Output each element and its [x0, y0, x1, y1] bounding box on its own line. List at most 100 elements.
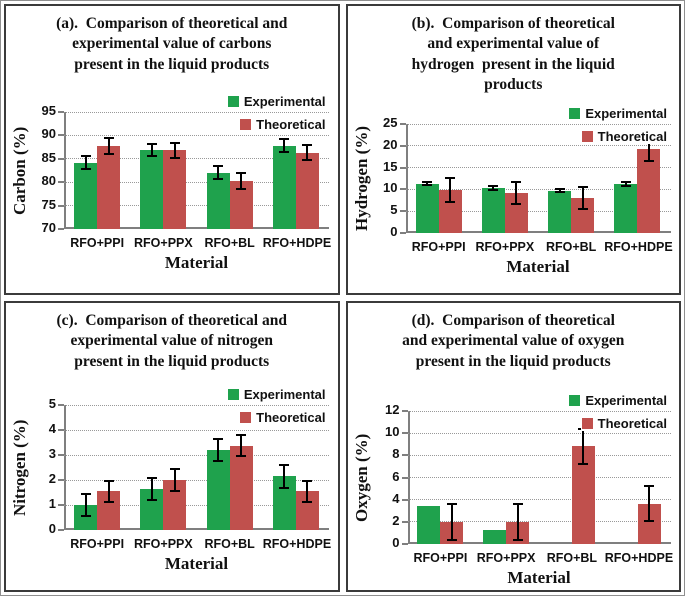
error-bar — [84, 156, 87, 169]
y-tick-label: 2 — [392, 512, 400, 528]
legend-label: Theoretical — [256, 117, 326, 132]
x-axis-label: Material — [507, 568, 571, 587]
error-bar-cap — [169, 156, 180, 159]
bar-theoretical — [163, 150, 187, 229]
bar-theoretical — [637, 149, 661, 233]
chart-title-nitrogen: (c). Comparison of theoretical and exper… — [56, 312, 287, 370]
error-bar-cap — [302, 500, 313, 503]
bar-theoretical — [504, 192, 528, 233]
y-tick-mark — [401, 543, 408, 545]
error-bar — [558, 188, 561, 193]
bar-theoretical — [637, 503, 661, 544]
y-tick-label: 3 — [48, 446, 56, 461]
bar-experimental — [548, 190, 572, 233]
gridline — [64, 111, 329, 113]
error-bar — [150, 144, 153, 157]
category-label: RFO+HDPE — [262, 236, 332, 250]
category-label: RFO+PPI — [411, 240, 466, 254]
error-bar-cap — [512, 502, 523, 505]
gridline — [407, 477, 671, 478]
error-bar-cap — [279, 486, 290, 489]
panel-nitrogen: (c). Comparison of theoretical and exper… — [4, 301, 340, 592]
y-tick-mark — [58, 479, 64, 481]
gridline — [407, 499, 671, 501]
error-bar — [582, 428, 585, 465]
error-bar-cap — [213, 165, 224, 168]
error-bar-cap — [554, 187, 565, 190]
bar-experimental — [140, 150, 164, 229]
y-tick-label: 80 — [41, 173, 56, 189]
plot-area — [64, 112, 329, 229]
error-bar-cap — [279, 138, 290, 141]
error-bar-cap — [236, 455, 247, 457]
theoretical-legend-swatch — [240, 412, 252, 423]
legend-item: Theoretical — [580, 129, 668, 144]
bar-theoretical — [97, 491, 121, 530]
legend-item: Experimental — [568, 106, 668, 121]
y-tick-label: 90 — [41, 126, 56, 142]
legend-label: Experimental — [585, 393, 667, 408]
y-tick-mark — [58, 429, 64, 431]
error-bar — [426, 181, 429, 186]
category-label: RFO+BL — [204, 236, 255, 250]
y-tick-mark — [58, 529, 64, 531]
error-bar-cap — [511, 180, 522, 183]
chart-canvas-hydrogen: Hydrogen (%) 0 5 10 15 20 25 RFO+PPI RFO+PPX RFO+… — [348, 6, 680, 293]
error-bar-cap — [236, 434, 247, 436]
y-tick-label: 10 — [385, 424, 400, 440]
category-label: RFO+PPX — [476, 551, 536, 565]
legend-item: Experimental — [226, 94, 327, 109]
y-tick-mark — [58, 228, 64, 230]
legend-item: Theoretical — [580, 416, 668, 431]
legend-label: Theoretical — [597, 416, 667, 431]
error-bar — [515, 181, 518, 205]
error-bar-cap — [169, 489, 180, 492]
gridline — [407, 410, 671, 412]
legend-label: Theoretical — [256, 410, 326, 425]
error-bar-cap — [554, 191, 565, 194]
category-label: RFO+HDPE — [604, 551, 674, 565]
bar-experimental — [140, 488, 164, 530]
category-label: RFO+HDPE — [604, 240, 673, 254]
error-bar-cap — [422, 184, 433, 187]
gridline — [64, 181, 329, 183]
error-bar-cap — [103, 479, 114, 482]
error-bar — [581, 186, 584, 210]
y-axis-label: Nitrogen (%) — [10, 419, 29, 516]
y-tick-label: 1 — [48, 496, 56, 511]
error-bar — [450, 503, 453, 541]
error-bar — [150, 477, 153, 500]
category-label: RFO+PPX — [134, 537, 193, 551]
error-bar-cap — [213, 460, 224, 463]
y-tick-mark — [399, 144, 406, 147]
y-tick-mark — [399, 166, 406, 169]
category-label: RFO+HDPE — [262, 537, 332, 551]
legend-label: Experimental — [243, 387, 326, 402]
gridline — [64, 158, 329, 160]
error-bar-cap — [236, 187, 247, 190]
y-tick-label: 95 — [41, 103, 56, 118]
bar-experimental — [417, 505, 441, 544]
chart-title-oxygen: (d). Comparison of theoretical and exper… — [402, 312, 625, 370]
y-tick-label: 4 — [392, 490, 400, 506]
y-tick-label: 70 — [41, 220, 56, 235]
error-bar-cap — [302, 144, 313, 147]
error-bar-cap — [80, 515, 91, 518]
experimental-legend-swatch — [227, 389, 239, 400]
y-tick-mark — [399, 188, 406, 191]
category-label: RFO+BL — [546, 551, 598, 565]
bar-theoretical — [229, 445, 253, 530]
gridline — [405, 188, 671, 190]
y-tick-mark — [58, 111, 64, 113]
error-bar-cap — [279, 151, 290, 154]
category-label: RFO+PPI — [413, 551, 468, 565]
legend-item: Theoretical — [239, 117, 327, 132]
error-bar-cap — [146, 155, 157, 158]
error-bar — [84, 493, 87, 517]
legend-item: Experimental — [226, 387, 327, 402]
y-tick-mark — [58, 134, 64, 137]
plot-area — [405, 124, 671, 233]
y-tick-label: 12 — [385, 402, 400, 417]
chart-title-hydrogen: (b). Comparison of theoretical and exper… — [411, 15, 615, 94]
